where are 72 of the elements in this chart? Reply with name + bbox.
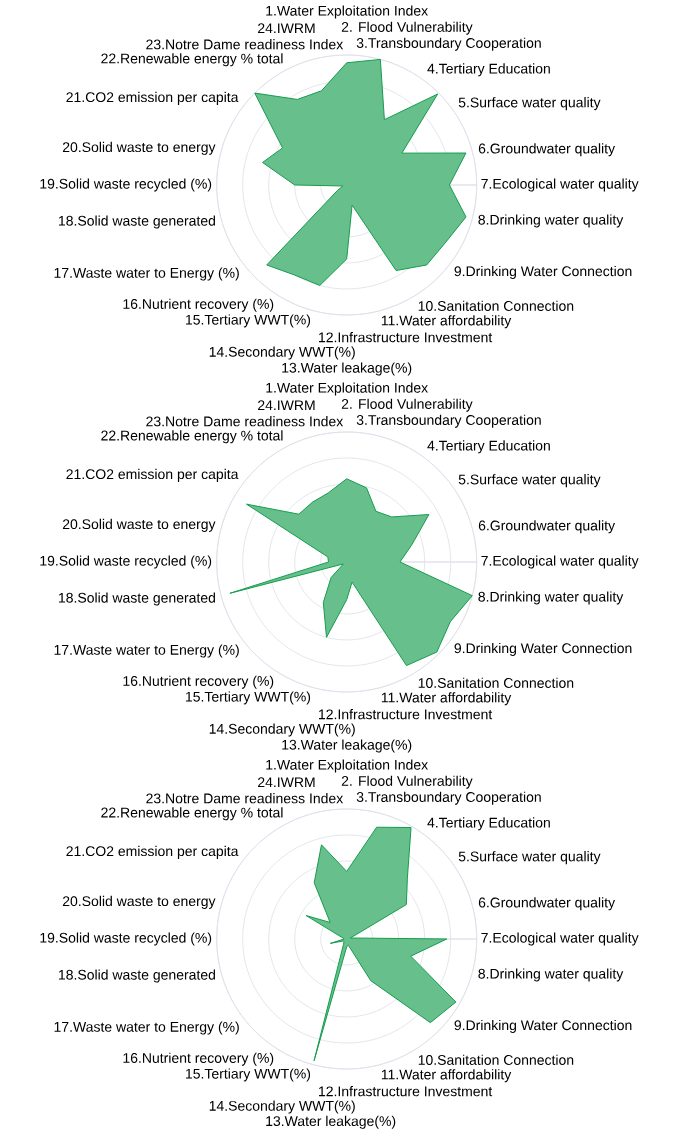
spoke-label: 24.IWRM xyxy=(258,777,315,788)
spoke-label: 14.Secondary WWT(%) xyxy=(209,723,355,737)
spoke-label: 21.CO2 emission per capita xyxy=(66,468,239,482)
spoke-label: 22.Renewable energy % total xyxy=(101,430,283,444)
spoke-label: 7.Ecological water quality xyxy=(481,932,639,946)
spoke-label: 20.Solid waste to energy xyxy=(62,895,216,909)
spoke-label: 12.Infrastructure Investment xyxy=(319,709,493,720)
spoke-label: 21.CO2 emission per capita xyxy=(66,845,239,859)
spoke-label: 8.Drinking water quality xyxy=(478,214,624,228)
spoke-label: 11.Water affordability xyxy=(381,692,512,706)
spoke-label: 5.Surface water quality xyxy=(458,97,601,111)
spoke-label: 10.Sanitation Connection xyxy=(418,1054,574,1065)
spoke-label: 4.Tertiary Education xyxy=(427,817,550,831)
spoke-label: 2. Flood Vulnerability xyxy=(341,775,473,789)
spoke-label: 7.Ecological water quality xyxy=(481,555,639,569)
spoke-label: 8.Drinking water quality xyxy=(478,591,624,605)
spoke-label: 14.Secondary WWT(%) xyxy=(209,1100,355,1114)
spoke-label: 5.Surface water quality xyxy=(458,851,601,865)
spoke-label: 4.Tertiary Education xyxy=(427,63,550,77)
spoke-label: 24.IWRM xyxy=(258,23,315,34)
spoke-label: 3.Transboundary Cooperation xyxy=(356,791,541,805)
spoke-label: 17.Waste water to Energy (%) xyxy=(54,1021,239,1035)
spoke-label: 16.Nutrient recovery (%) xyxy=(123,675,274,689)
spoke-label: 1.Water Exploitation Index xyxy=(266,5,428,19)
spoke-label: 23.Notre Dame readiness Index xyxy=(146,793,344,804)
spoke-label: 23.Notre Dame readiness Index xyxy=(146,39,344,50)
spoke-label: 22.Renewable energy % total xyxy=(101,807,283,821)
spoke-label: 22.Renewable energy % total xyxy=(101,53,283,67)
spoke-label: 13.Water leakage(%) xyxy=(266,1115,396,1129)
spoke-label: 10.Sanitation Connection xyxy=(418,300,574,311)
spoke-label: 11.Water affordability xyxy=(381,315,512,329)
spoke-label: 11.Water affordability xyxy=(381,1069,512,1083)
spoke-label: 20.Solid waste to energy xyxy=(62,518,216,532)
spoke-label: 15.Tertiary WWT(%) xyxy=(186,314,311,328)
spoke-label: 1.Water Exploitation Index xyxy=(266,382,428,396)
spoke-label: 12.Infrastructure Investment xyxy=(319,332,493,343)
spoke-label: 2. Flood Vulnerability xyxy=(341,398,473,412)
spoke-label: 15.Tertiary WWT(%) xyxy=(186,1068,311,1082)
spoke-label: 18.Solid waste generated xyxy=(59,969,215,983)
spoke-label: 9.Drinking Water Connection xyxy=(454,265,632,279)
spoke-label: 17.Waste water to Energy (%) xyxy=(54,644,239,658)
spoke-label: 19.Solid waste recycled (%) xyxy=(40,178,212,192)
spoke-label: 18.Solid waste generated xyxy=(59,592,215,606)
spoke-label: 21.CO2 emission per capita xyxy=(66,91,239,105)
spoke-label: 23.Notre Dame readiness Index xyxy=(146,416,344,427)
spoke-label: 1.Water Exploitation Index xyxy=(266,759,428,773)
spoke-label: 12.Infrastructure Investment xyxy=(319,1086,493,1097)
spoke-label: 16.Nutrient recovery (%) xyxy=(123,1052,274,1066)
spoke-label: 7.Ecological water quality xyxy=(481,178,639,192)
spoke-label: 13.Water leakage(%) xyxy=(282,739,412,753)
spoke-label: 6.Groundwater quality xyxy=(478,520,616,534)
spoke-label: 19.Solid waste recycled (%) xyxy=(40,555,212,569)
spoke-label: 15.Tertiary WWT(%) xyxy=(186,691,311,705)
spoke-label: 6.Groundwater quality xyxy=(478,143,616,157)
spoke-label: 20.Solid waste to energy xyxy=(62,141,216,155)
spoke-label: 4.Tertiary Education xyxy=(427,440,550,454)
spoke-label: 3.Transboundary Cooperation xyxy=(356,414,541,428)
spoke-label: 6.Groundwater quality xyxy=(478,897,616,911)
spoke-label: 5.Surface water quality xyxy=(458,474,601,488)
spoke-label: 8.Drinking water quality xyxy=(478,968,624,982)
spoke-label: 2. Flood Vulnerability xyxy=(341,21,473,35)
spoke-label: 17.Waste water to Energy (%) xyxy=(54,267,239,281)
spoke-label: 10.Sanitation Connection xyxy=(418,677,574,688)
spoke-label: 13.Water leakage(%) xyxy=(282,362,412,376)
spoke-label: 14.Secondary WWT(%) xyxy=(209,346,355,360)
spoke-label: 16.Nutrient recovery (%) xyxy=(123,298,274,312)
spoke-label: 18.Solid waste generated xyxy=(59,215,215,229)
spoke-label: 9.Drinking Water Connection xyxy=(454,642,632,656)
spoke-label: 19.Solid waste recycled (%) xyxy=(40,932,212,946)
spoke-label: 24.IWRM xyxy=(258,400,315,411)
spoke-label: 9.Drinking Water Connection xyxy=(454,1019,632,1033)
spoke-label: 3.Transboundary Cooperation xyxy=(356,37,541,51)
